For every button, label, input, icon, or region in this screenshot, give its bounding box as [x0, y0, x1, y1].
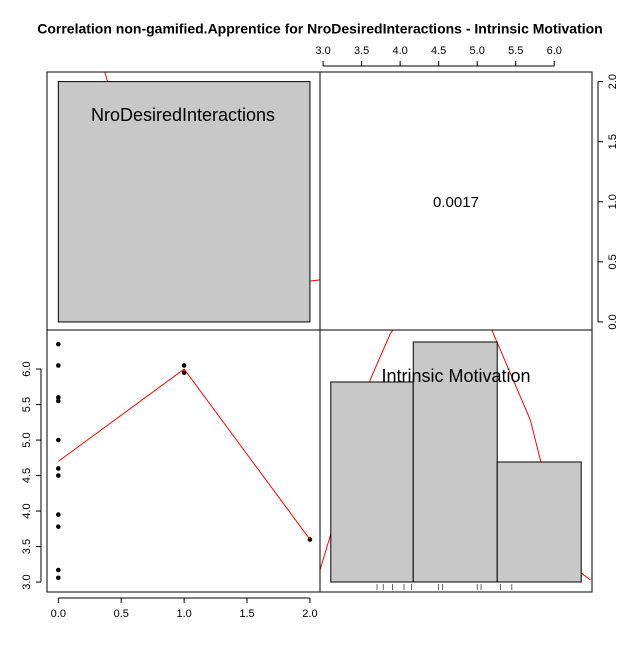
x-tick-label: 4.0 [392, 45, 407, 57]
scatter-point [181, 370, 187, 375]
x-tick-label: 6.0 [547, 45, 562, 57]
scatter-point [56, 466, 61, 471]
smooth-line [58, 368, 311, 540]
variable-label: NroDesiredInteractions [91, 105, 275, 125]
scatter-point [56, 341, 61, 347]
x-tick-label: 1.5 [239, 608, 254, 620]
x-tick-label: 3.5 [354, 45, 369, 57]
x-tick-label: 1.0 [176, 608, 191, 620]
y-tick-label: 4.0 [21, 503, 33, 518]
y-tick-label: 1.0 [607, 194, 619, 209]
chart-title: Correlation non-gamified.Apprentice for … [37, 21, 603, 37]
y-tick-label: 3.0 [21, 574, 33, 589]
scatter-point [56, 512, 61, 517]
y-tick-label: 1.5 [607, 134, 619, 149]
scatter-point [56, 398, 61, 404]
panel-frame [319, 329, 593, 593]
histogram-bar [57, 81, 311, 323]
scatter-point [56, 524, 61, 529]
scatter-point [56, 473, 61, 478]
variable-label: Intrinsic Motivation [381, 366, 530, 386]
y-tick-label: 3.5 [21, 539, 33, 554]
scatter-point [56, 363, 61, 368]
histogram-bar [330, 381, 414, 583]
x-tick-label: 4.5 [431, 45, 446, 57]
histogram-bar [496, 461, 582, 583]
x-tick-label: 2.0 [302, 608, 317, 620]
y-tick-label: 5.5 [21, 397, 33, 412]
scatter-point [56, 567, 61, 573]
histogram-bar [412, 341, 498, 583]
scatter-point [181, 363, 187, 368]
scatter-point [56, 575, 61, 581]
y-tick-label: 6.0 [21, 361, 33, 376]
y-tick-label: 0.5 [607, 254, 619, 269]
scatter-point [56, 437, 61, 443]
x-tick-label: 5.0 [470, 45, 485, 57]
y-tick-label: 0.0 [607, 314, 619, 329]
y-tick-label: 4.5 [21, 468, 33, 483]
x-tick-label: 0.0 [51, 608, 66, 620]
x-tick-label: 5.5 [508, 45, 523, 57]
scatter-point [56, 395, 61, 400]
x-tick-label: 3.0 [315, 45, 330, 57]
y-tick-label: 5.0 [21, 432, 33, 447]
correlation-value: 0.0017 [433, 194, 479, 211]
x-tick-label: 0.5 [114, 608, 129, 620]
y-tick-label: 2.0 [607, 74, 619, 89]
